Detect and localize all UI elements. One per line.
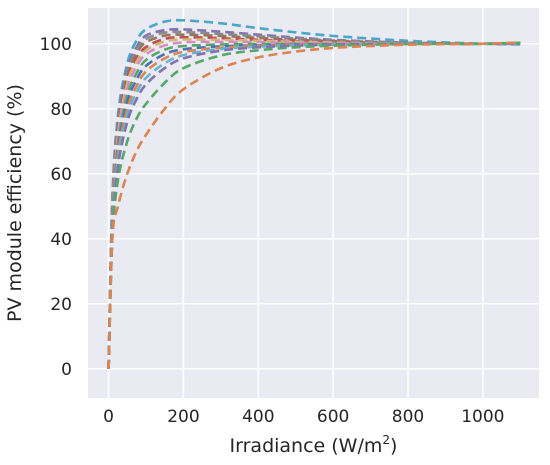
x-tick-label: 800 xyxy=(392,407,424,427)
plot-background xyxy=(88,8,539,398)
x-axis-label: Irradiance (W/m2) xyxy=(230,433,398,457)
series-line-14 xyxy=(107,41,521,369)
y-tick-label: 20 xyxy=(50,295,72,315)
x-tick-label: 400 xyxy=(242,407,274,427)
y-tick-label: 40 xyxy=(50,230,72,250)
y-tick-label: 0 xyxy=(61,360,72,380)
y-axis-label: PV module efficiency (%) xyxy=(4,84,26,322)
series-lines xyxy=(107,18,521,369)
x-axis-label-superscript: 2 xyxy=(382,433,390,447)
x-tick-label: 1000 xyxy=(461,407,504,427)
x-tick-label: 200 xyxy=(167,407,199,427)
series-line-5 xyxy=(107,35,521,369)
y-tick-label: 60 xyxy=(50,165,72,185)
y-tick-label: 100 xyxy=(40,35,72,55)
y-tick-labels: 0 20 40 60 80 100 xyxy=(40,35,72,380)
x-axis-label-suffix: ) xyxy=(390,435,397,457)
series-line-13 xyxy=(107,41,521,369)
x-tick-label: 600 xyxy=(317,407,349,427)
x-axis-label-main: Irradiance (W/m xyxy=(230,435,383,457)
x-tick-label: 0 xyxy=(103,407,114,427)
y-tick-label: 80 xyxy=(50,100,72,120)
series-line-12 xyxy=(107,41,521,369)
x-tick-labels: 0 200 400 600 800 1000 xyxy=(103,407,504,427)
